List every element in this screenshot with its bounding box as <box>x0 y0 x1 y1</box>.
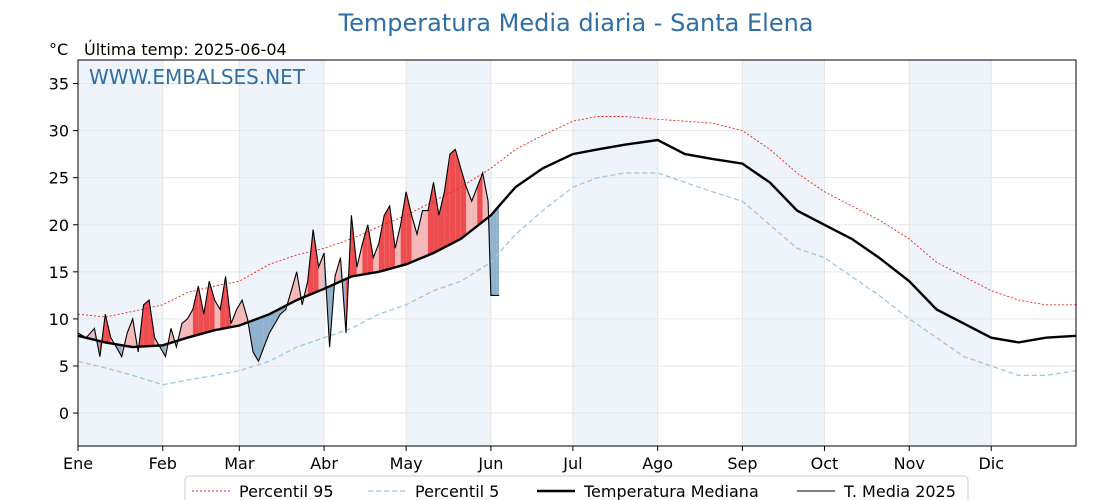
above-median-fill <box>438 191 445 251</box>
above-median-fill <box>449 149 456 245</box>
x-tick-label: Abr <box>310 454 338 473</box>
y-tick-label: 20 <box>49 216 69 235</box>
legend-box <box>184 475 969 500</box>
legend-label: Percentil 95 <box>239 482 334 500</box>
above-median-fill <box>378 215 385 272</box>
month-band <box>239 60 325 446</box>
above-median-fill <box>444 154 450 248</box>
x-tick-label: Ene <box>63 454 93 473</box>
above-median-fill <box>384 205 390 271</box>
y-tick-label: 35 <box>49 75 69 94</box>
below-median-fill <box>493 209 497 296</box>
above-median-fill <box>187 309 193 338</box>
above-median-fill <box>477 172 483 227</box>
series-line-p95 <box>77 116 1076 318</box>
below-median-fill <box>274 308 281 324</box>
series-line-p5 <box>77 172 1077 386</box>
x-tick-label: Oct <box>811 454 839 473</box>
above-median-fill <box>433 182 439 253</box>
above-median-fill <box>203 281 210 334</box>
y-tick-label: 0 <box>59 404 69 423</box>
above-median-fill <box>236 300 243 327</box>
series-line-current <box>77 148 500 363</box>
above-median-fill <box>460 168 467 239</box>
above-median-fill <box>209 281 215 332</box>
x-tick-label: Mar <box>224 454 255 473</box>
month-band <box>78 60 163 446</box>
y-tick-label: 15 <box>49 263 69 282</box>
above-median-fill <box>427 182 434 256</box>
below-median-fill <box>269 311 275 334</box>
below-median-fill <box>252 318 259 362</box>
above-median-fill <box>482 172 489 222</box>
y-tick-label: 10 <box>49 310 69 329</box>
below-median-fill <box>490 212 494 296</box>
above-median-fill <box>362 224 368 275</box>
last-temp-label: Última temp: 2025-06-04 <box>84 40 287 59</box>
above-median-fill <box>99 314 106 357</box>
below-median-fill <box>263 314 270 348</box>
x-tick-label: Ago <box>642 454 673 473</box>
above-median-fill <box>181 318 188 340</box>
above-median-fill <box>198 285 204 335</box>
above-median-fill <box>417 210 423 260</box>
month-band <box>572 60 658 446</box>
y-tick-label: 5 <box>59 357 69 376</box>
above-median-fill <box>389 205 396 269</box>
above-median-fill <box>192 285 199 337</box>
x-tick-label: May <box>390 454 423 473</box>
y-unit-label: °C <box>49 40 68 59</box>
above-median-fill <box>220 276 226 330</box>
above-median-fill <box>400 191 407 266</box>
y-tick-label: 30 <box>49 122 69 141</box>
above-median-fill <box>318 253 325 292</box>
below-median-fill <box>496 205 500 296</box>
above-median-fill <box>395 224 401 268</box>
series-line-median <box>77 138 1077 349</box>
watermark: WWW.EMBALSES.NET <box>89 65 306 89</box>
above-median-fill <box>422 210 428 258</box>
below-median-fill <box>280 305 286 315</box>
above-median-fill <box>291 271 297 303</box>
x-tick-label: Jul <box>562 454 582 473</box>
plot-frame <box>77 59 1077 447</box>
above-median-fill <box>127 318 133 348</box>
above-median-fill <box>455 149 461 242</box>
x-tick-label: Dic <box>978 454 1004 473</box>
month-band <box>909 60 992 446</box>
legend-label: Percentil 5 <box>415 482 499 500</box>
x-tick-label: Feb <box>149 454 177 473</box>
legend-label: Temperatura Mediana <box>583 482 759 500</box>
above-median-fill <box>367 224 374 274</box>
above-median-fill <box>411 215 418 263</box>
above-median-fill <box>313 229 319 294</box>
x-tick-label: Nov <box>894 454 925 473</box>
above-median-fill <box>373 243 379 273</box>
month-band <box>742 60 825 446</box>
legend-label: T. Media 2025 <box>843 482 956 500</box>
y-tick-label: 25 <box>49 169 69 188</box>
x-tick-label: Sep <box>727 454 757 473</box>
above-median-fill <box>143 300 150 347</box>
x-tick-label: Jun <box>477 454 503 473</box>
chart-title: Temperatura Media diaria - Santa Elena <box>337 9 813 37</box>
